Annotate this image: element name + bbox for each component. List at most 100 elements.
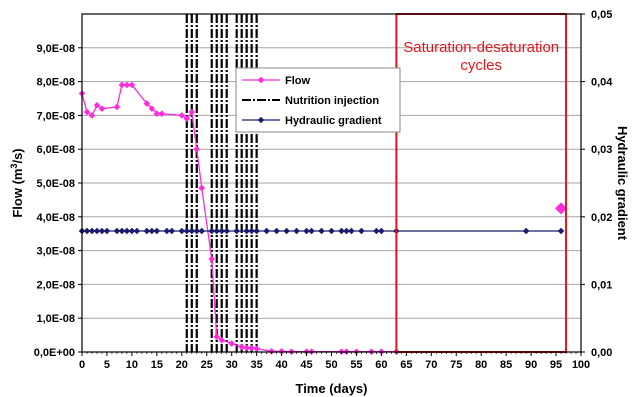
x-tick-label: 65: [400, 359, 412, 371]
y-tick-label: 8,0E-08: [36, 77, 75, 89]
y-axis-title-pre: Flow (m: [10, 169, 25, 218]
data-point: [103, 227, 111, 235]
legend: Flow Nutrition injection Hydraulic gradien…: [235, 67, 401, 133]
data-point: [253, 345, 260, 352]
data-point: [98, 227, 106, 235]
x-tick-label: 10: [126, 359, 138, 371]
y-tick-label: 3,0E-08: [36, 246, 75, 258]
y-tick-label: 4,0E-08: [36, 212, 75, 224]
data-point: [303, 227, 310, 235]
data-point: [148, 105, 156, 112]
data-point: [243, 344, 250, 352]
x-tick-label: 60: [375, 359, 387, 371]
x-tick-label: 85: [500, 359, 512, 371]
data-point: [278, 348, 285, 355]
x-tick-label: 70: [425, 359, 437, 371]
x-tick-label: 5: [104, 359, 110, 371]
data-point: [208, 255, 216, 263]
series-group: [78, 227, 565, 235]
data-point: [153, 110, 161, 118]
data-point: [163, 227, 171, 235]
y-tick-label: 5,0E-08: [36, 178, 75, 190]
data-point: [273, 227, 280, 235]
y2-tick-label: 0,00: [591, 347, 612, 359]
axes: 0,0E+00 1,0E-08 2,0E-08 3,0E-08 4,0E-08 5,0E-…: [34, 9, 614, 371]
data-point: [228, 340, 235, 347]
y-axis-title: Flow (m3/s): [9, 148, 25, 217]
y-tick-label: 6,0E-08: [36, 144, 75, 156]
data-point: [143, 100, 151, 107]
data-point: [183, 227, 191, 235]
annotation-text-line1: Saturation-desaturation: [403, 39, 559, 56]
data-point: [243, 227, 250, 235]
grid-lines: [82, 47, 581, 319]
data-point: [218, 227, 226, 235]
data-point: [198, 227, 206, 235]
x-tick-label: 95: [550, 359, 562, 371]
y-tick-label: 9,0E-08: [36, 43, 75, 55]
data-point: [158, 110, 166, 118]
y2-tick-label: 0,05: [591, 9, 612, 21]
data-point: [343, 227, 350, 235]
data-point: [128, 227, 136, 235]
legend-label: Hydraulic gradient: [285, 115, 382, 127]
data-point: [178, 112, 186, 119]
data-point: [318, 227, 325, 235]
x-tick-label: 75: [450, 359, 462, 371]
y2-axis-title: Hydraulic gradient: [615, 126, 630, 241]
data-point: [308, 227, 315, 235]
data-point: [198, 184, 206, 192]
x-tick-label: 35: [251, 359, 263, 371]
data-point: [293, 227, 300, 235]
data-point: [213, 333, 221, 341]
x-tick-label: 90: [525, 359, 537, 371]
legend-swatch-marker: [257, 76, 265, 84]
data-point: [253, 227, 260, 235]
axis-titles: Time (days) Flow (m3/s) Hydraulic gradie…: [9, 126, 630, 396]
data-point: [88, 112, 96, 119]
data-point: [98, 105, 106, 112]
data-point: [208, 227, 216, 235]
data-point: [83, 108, 91, 116]
data-point: [218, 336, 226, 344]
x-tick-label: 55: [350, 359, 362, 371]
legend-label: Nutrition injection: [285, 95, 379, 107]
data-point: [555, 202, 568, 215]
data-point: [188, 108, 196, 116]
data-point: [213, 227, 221, 235]
data-point: [178, 227, 186, 235]
legend-swatch-marker: [257, 116, 265, 124]
x-tick-label: 30: [226, 359, 238, 371]
data-point: [338, 227, 345, 235]
data-point: [118, 81, 126, 89]
y2-tick-label: 0,01: [591, 279, 612, 291]
y-axis-title-post: /s): [10, 148, 25, 163]
series-group: [555, 202, 568, 215]
data-point: [168, 227, 176, 235]
y2-tick-label: 0,04: [591, 77, 613, 89]
x-axis-title: Time (days): [295, 381, 367, 396]
data-point: [557, 227, 565, 235]
legend-label: Flow: [285, 75, 310, 87]
x-tick-label: 20: [176, 359, 188, 371]
data-point: [143, 227, 151, 235]
y-tick-label: 2,0E-08: [36, 279, 75, 291]
data-point: [248, 227, 255, 235]
data-point: [123, 81, 131, 89]
data-point: [183, 115, 191, 123]
x-tick-label: 100: [572, 359, 590, 371]
data-point: [123, 227, 131, 235]
y-tick-label: 0,0E+00: [34, 347, 75, 359]
legend-item: Flow: [242, 75, 310, 87]
y2-tick-label: 0,03: [591, 144, 612, 156]
x-tick-label: 25: [201, 359, 213, 371]
data-point: [378, 227, 385, 235]
data-point: [373, 227, 380, 235]
data-point: [348, 227, 355, 235]
data-point: [118, 227, 126, 235]
data-point: [113, 103, 121, 111]
data-point: [328, 227, 335, 235]
annotation-text-line2: cycles: [460, 57, 502, 74]
data-point: [113, 227, 121, 235]
